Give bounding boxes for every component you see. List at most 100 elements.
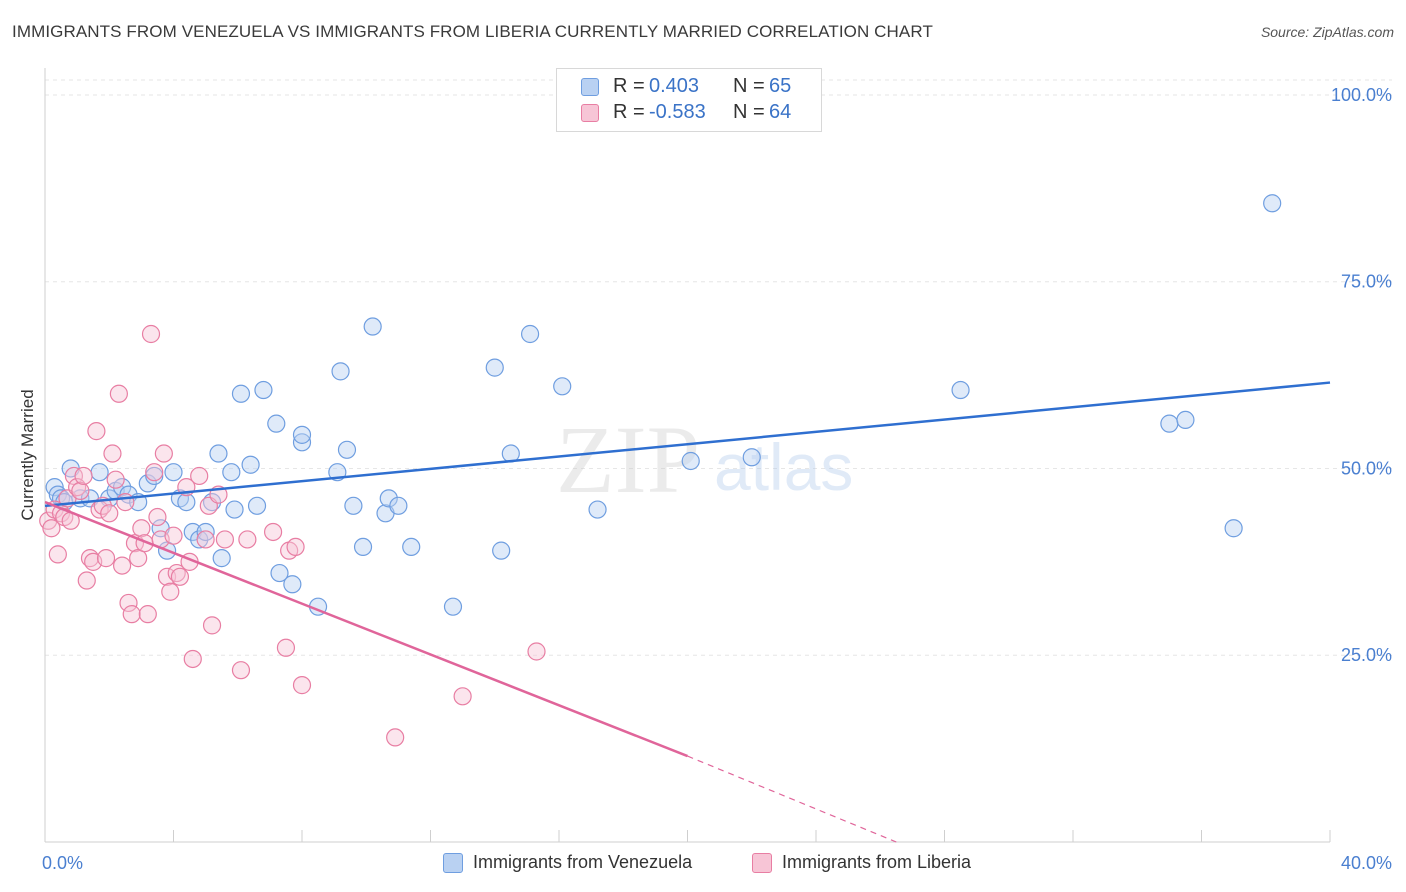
legend-r-label: R =	[613, 75, 645, 97]
liberia-point	[71, 481, 90, 500]
legend-swatch-liberia	[581, 104, 599, 122]
venezuela-point	[209, 444, 228, 463]
venezuela-point	[402, 537, 421, 557]
liberia-point	[87, 422, 106, 441]
liberia-point	[276, 638, 296, 657]
liberia-point	[42, 519, 61, 538]
legend-r-value: 0.403	[649, 75, 700, 97]
watermark-atlas: atlas	[714, 430, 853, 504]
liberia-point	[148, 507, 167, 527]
liberia-point	[453, 687, 472, 706]
liberia-point	[202, 616, 222, 635]
liberia-point	[122, 605, 141, 624]
legend-r-value: -0.583	[649, 101, 706, 123]
venezuela-point	[90, 463, 109, 482]
venezuela-point	[742, 448, 761, 467]
liberia-point	[527, 642, 546, 661]
liberia-point	[161, 582, 180, 601]
x-tick-label: 40.0%	[1341, 853, 1392, 873]
venezuela-point	[951, 380, 970, 400]
grid-lines	[45, 79, 1392, 656]
legend-n-value: 65	[769, 75, 792, 97]
venezuela-point	[553, 377, 572, 396]
legend-n-label: N =	[733, 75, 765, 97]
tick-labels: 25.0% 50.0% 75.0% 100.0% 0.0% 40.0%	[42, 85, 1392, 873]
venezuela-point	[1176, 410, 1195, 430]
venezuela-point	[443, 597, 463, 616]
liberia-point	[170, 567, 190, 586]
liberia-point	[190, 466, 209, 486]
venezuela-point	[292, 425, 312, 444]
venezuela-point	[231, 384, 251, 403]
venezuela-point	[363, 317, 382, 336]
liberia-point	[77, 571, 96, 590]
venezuela-point	[353, 537, 373, 557]
venezuela-point	[254, 380, 273, 400]
liberia-point	[96, 549, 116, 568]
venezuela-point	[389, 496, 408, 515]
y-tick-label: 50.0%	[1341, 458, 1392, 478]
y-tick-label: 25.0%	[1341, 645, 1392, 665]
venezuela-point	[588, 500, 607, 519]
liberia-point	[116, 492, 135, 512]
venezuela-point	[225, 500, 244, 519]
bottom-legend-label: Immigrants from Liberia	[782, 852, 972, 872]
liberia-point	[238, 530, 257, 549]
bottom-legend-swatch-liberia	[752, 853, 772, 873]
liberia-point	[106, 470, 125, 489]
venezuela-point	[247, 496, 267, 515]
venezuela-point	[164, 463, 183, 482]
liberia-point	[103, 444, 122, 463]
liberia-point	[138, 605, 157, 624]
legend-swatch-venezuela	[581, 78, 599, 96]
liberia-point	[286, 537, 305, 557]
chart-title: IMMIGRANTS FROM VENEZUELA VS IMMIGRANTS …	[12, 22, 933, 41]
legend-r-label: R =	[613, 101, 645, 123]
stats-legend: R = 0.403 N = 65 R = -0.583 N = 64	[556, 68, 822, 132]
trend-lines	[44, 381, 1331, 843]
venezuela-point	[177, 492, 196, 512]
x-tick-label: 0.0%	[42, 853, 83, 873]
liberia-point	[196, 530, 215, 549]
bottom-legend-swatch-venezuela	[443, 853, 463, 873]
y-tick-label: 100.0%	[1331, 85, 1392, 105]
y-tick-label: 75.0%	[1341, 272, 1392, 292]
liberia-point	[109, 384, 128, 403]
venezuela-point	[344, 496, 363, 515]
venezuela-point	[222, 463, 241, 482]
liberia-point	[183, 649, 202, 669]
liberia-trend-line	[44, 500, 688, 758]
liberia-point	[386, 728, 405, 747]
venezuela-point	[379, 489, 398, 508]
venezuela-point	[681, 451, 700, 471]
venezuela-point	[292, 433, 312, 452]
venezuela-point	[138, 474, 157, 493]
liberia-point	[215, 530, 234, 549]
liberia-points	[39, 324, 546, 747]
liberia-point	[48, 545, 67, 564]
venezuela-point	[212, 549, 231, 568]
venezuela-point	[520, 324, 540, 344]
venezuela-point	[267, 414, 286, 433]
legend-n-value: 64	[769, 101, 792, 123]
venezuela-point	[283, 575, 302, 594]
liberia-point	[154, 444, 173, 463]
liberia-point	[292, 676, 312, 695]
venezuela-trend-line	[44, 381, 1331, 508]
watermark: ZIP atlas	[556, 406, 853, 513]
venezuela-point	[337, 440, 357, 459]
venezuela-point	[241, 455, 260, 474]
liberia-trend-extension	[687, 755, 897, 843]
venezuela-point	[331, 362, 350, 381]
liberia-point	[100, 504, 119, 523]
watermark-zip: ZIP	[556, 406, 700, 513]
venezuela-point	[190, 530, 209, 549]
venezuela-point	[270, 563, 289, 583]
venezuela-point	[1160, 414, 1179, 433]
bottom-legend-label: Immigrants from Venezuela	[473, 852, 693, 872]
liberia-point	[231, 661, 251, 680]
legend-n-label: N =	[733, 101, 765, 123]
liberia-point	[119, 593, 138, 613]
liberia-point	[263, 522, 283, 542]
